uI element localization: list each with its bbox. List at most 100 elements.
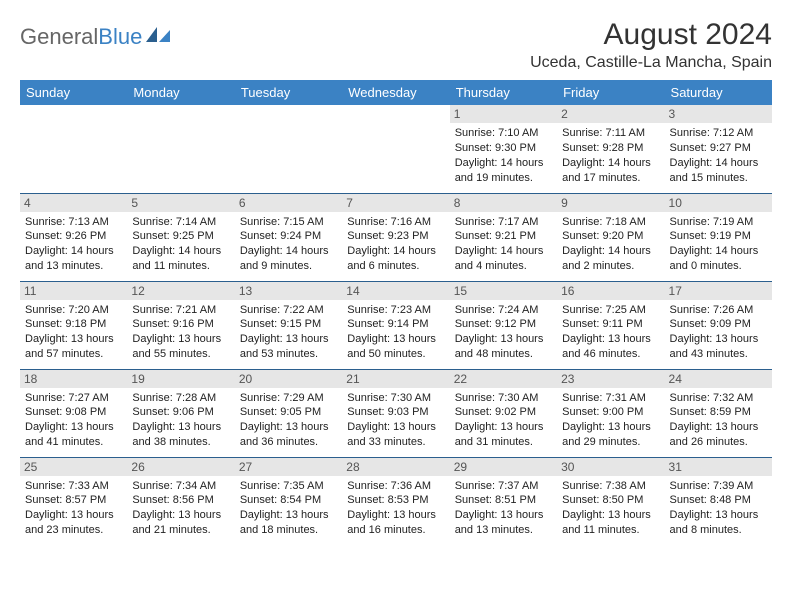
sunrise-text: Sunrise: 7:30 AM: [347, 391, 444, 406]
title-block: August 2024 Uceda, Castille-La Mancha, S…: [530, 18, 772, 72]
sunrise-text: Sunrise: 7:28 AM: [132, 391, 229, 406]
calendar-cell: 20Sunrise: 7:29 AMSunset: 9:05 PMDayligh…: [235, 369, 342, 457]
calendar-cell: 12Sunrise: 7:21 AMSunset: 9:16 PMDayligh…: [127, 281, 234, 369]
sunrise-text: Sunrise: 7:17 AM: [455, 215, 552, 230]
day-number: 24: [665, 370, 772, 388]
day1-text: Daylight: 13 hours: [240, 420, 337, 435]
calendar-cell: 10Sunrise: 7:19 AMSunset: 9:19 PMDayligh…: [665, 193, 772, 281]
sunrise-text: Sunrise: 7:24 AM: [455, 303, 552, 318]
day-number: 6: [235, 194, 342, 212]
page-header: GeneralBlue August 2024 Uceda, Castille-…: [20, 18, 772, 72]
sunset-text: Sunset: 9:25 PM: [132, 229, 229, 244]
sunset-text: Sunset: 8:56 PM: [132, 493, 229, 508]
sunset-text: Sunset: 9:19 PM: [670, 229, 767, 244]
brand-logo: GeneralBlue: [20, 18, 172, 50]
day2-text: and 29 minutes.: [562, 435, 659, 450]
sunrise-text: Sunrise: 7:34 AM: [132, 479, 229, 494]
sunrise-text: Sunrise: 7:15 AM: [240, 215, 337, 230]
day-number: 4: [20, 194, 127, 212]
sunset-text: Sunset: 9:11 PM: [562, 317, 659, 332]
sunrise-text: Sunrise: 7:23 AM: [347, 303, 444, 318]
day2-text: and 8 minutes.: [670, 523, 767, 538]
sunset-text: Sunset: 9:15 PM: [240, 317, 337, 332]
sunrise-text: Sunrise: 7:35 AM: [240, 479, 337, 494]
sunrise-text: Sunrise: 7:22 AM: [240, 303, 337, 318]
day2-text: and 48 minutes.: [455, 347, 552, 362]
day-number: 12: [127, 282, 234, 300]
calendar-week-row: 11Sunrise: 7:20 AMSunset: 9:18 PMDayligh…: [20, 281, 772, 369]
calendar-cell: 23Sunrise: 7:31 AMSunset: 9:00 PMDayligh…: [557, 369, 664, 457]
sunset-text: Sunset: 9:06 PM: [132, 405, 229, 420]
sunrise-text: Sunrise: 7:21 AM: [132, 303, 229, 318]
day-number: 18: [20, 370, 127, 388]
sunset-text: Sunset: 9:00 PM: [562, 405, 659, 420]
sunrise-text: Sunrise: 7:14 AM: [132, 215, 229, 230]
day-number: 27: [235, 458, 342, 476]
location-text: Uceda, Castille-La Mancha, Spain: [530, 54, 772, 72]
day2-text: and 11 minutes.: [132, 259, 229, 274]
sunset-text: Sunset: 9:23 PM: [347, 229, 444, 244]
calendar-cell: 11Sunrise: 7:20 AMSunset: 9:18 PMDayligh…: [20, 281, 127, 369]
month-title: August 2024: [530, 18, 772, 52]
sunrise-text: Sunrise: 7:13 AM: [25, 215, 122, 230]
day-header: Thursday: [450, 80, 557, 105]
calendar-cell: 9Sunrise: 7:18 AMSunset: 9:20 PMDaylight…: [557, 193, 664, 281]
day-number: 11: [20, 282, 127, 300]
sunrise-text: Sunrise: 7:29 AM: [240, 391, 337, 406]
day-header-row: Sunday Monday Tuesday Wednesday Thursday…: [20, 80, 772, 105]
calendar-page: GeneralBlue August 2024 Uceda, Castille-…: [0, 0, 792, 555]
calendar-cell: 31Sunrise: 7:39 AMSunset: 8:48 PMDayligh…: [665, 457, 772, 545]
day-number: 15: [450, 282, 557, 300]
day2-text: and 17 minutes.: [562, 171, 659, 186]
day1-text: Daylight: 13 hours: [347, 508, 444, 523]
calendar-body: ....1Sunrise: 7:10 AMSunset: 9:30 PMDayl…: [20, 105, 772, 545]
day2-text: and 11 minutes.: [562, 523, 659, 538]
day1-text: Daylight: 13 hours: [25, 332, 122, 347]
day1-text: Daylight: 14 hours: [240, 244, 337, 259]
sunrise-text: Sunrise: 7:12 AM: [670, 126, 767, 141]
day-number: 22: [450, 370, 557, 388]
day-number: 20: [235, 370, 342, 388]
day1-text: Daylight: 14 hours: [670, 156, 767, 171]
day1-text: Daylight: 13 hours: [347, 332, 444, 347]
day1-text: Daylight: 14 hours: [455, 156, 552, 171]
day-header: Saturday: [665, 80, 772, 105]
calendar-cell: 1Sunrise: 7:10 AMSunset: 9:30 PMDaylight…: [450, 105, 557, 193]
day-number: 1: [450, 105, 557, 123]
sunset-text: Sunset: 9:02 PM: [455, 405, 552, 420]
day1-text: Daylight: 13 hours: [132, 332, 229, 347]
calendar-cell: 2Sunrise: 7:11 AMSunset: 9:28 PMDaylight…: [557, 105, 664, 193]
sunset-text: Sunset: 9:27 PM: [670, 141, 767, 156]
sunset-text: Sunset: 9:21 PM: [455, 229, 552, 244]
calendar-cell: .: [342, 105, 449, 193]
day1-text: Daylight: 13 hours: [670, 420, 767, 435]
day1-text: Daylight: 14 hours: [562, 156, 659, 171]
calendar-cell: 14Sunrise: 7:23 AMSunset: 9:14 PMDayligh…: [342, 281, 449, 369]
day1-text: Daylight: 13 hours: [670, 332, 767, 347]
day2-text: and 53 minutes.: [240, 347, 337, 362]
day2-text: and 4 minutes.: [455, 259, 552, 274]
sunset-text: Sunset: 9:24 PM: [240, 229, 337, 244]
day1-text: Daylight: 13 hours: [132, 508, 229, 523]
day-number: 10: [665, 194, 772, 212]
day-number: 26: [127, 458, 234, 476]
sunrise-text: Sunrise: 7:38 AM: [562, 479, 659, 494]
sunrise-text: Sunrise: 7:36 AM: [347, 479, 444, 494]
sunrise-text: Sunrise: 7:26 AM: [670, 303, 767, 318]
calendar-cell: 24Sunrise: 7:32 AMSunset: 8:59 PMDayligh…: [665, 369, 772, 457]
calendar-cell: 21Sunrise: 7:30 AMSunset: 9:03 PMDayligh…: [342, 369, 449, 457]
day-number: 7: [342, 194, 449, 212]
day-number: 2: [557, 105, 664, 123]
day2-text: and 23 minutes.: [25, 523, 122, 538]
day1-text: Daylight: 13 hours: [562, 420, 659, 435]
sunrise-text: Sunrise: 7:32 AM: [670, 391, 767, 406]
sunrise-text: Sunrise: 7:33 AM: [25, 479, 122, 494]
sunset-text: Sunset: 8:50 PM: [562, 493, 659, 508]
sail-icon: [146, 24, 172, 50]
calendar-cell: 3Sunrise: 7:12 AMSunset: 9:27 PMDaylight…: [665, 105, 772, 193]
sunrise-text: Sunrise: 7:25 AM: [562, 303, 659, 318]
day1-text: Daylight: 14 hours: [25, 244, 122, 259]
day2-text: and 2 minutes.: [562, 259, 659, 274]
sunset-text: Sunset: 9:03 PM: [347, 405, 444, 420]
day2-text: and 57 minutes.: [25, 347, 122, 362]
